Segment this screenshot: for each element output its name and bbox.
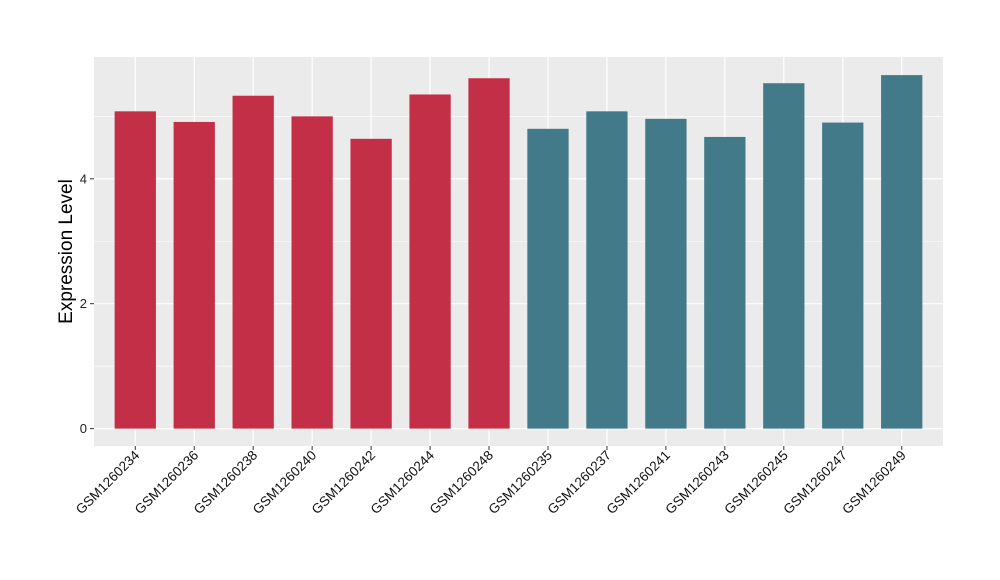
bar-gsm1260240 xyxy=(291,116,333,429)
bar-gsm1260248 xyxy=(468,78,510,429)
bar-gsm1260249 xyxy=(881,75,923,429)
y-axis-title: Expression Level xyxy=(56,179,77,324)
y-tick-label: 2 xyxy=(80,296,87,311)
y-tick-label: 4 xyxy=(80,171,87,186)
y-tick-label: 0 xyxy=(80,421,87,436)
bar-gsm1260242 xyxy=(350,138,392,429)
plot-panel xyxy=(94,57,943,446)
bar-gsm1260235 xyxy=(527,128,569,429)
bar-gsm1260241 xyxy=(645,118,687,429)
bar-gsm1260237 xyxy=(586,111,628,429)
bar-gsm1260247 xyxy=(822,122,864,429)
bar-gsm1260234 xyxy=(114,111,156,429)
x-tick-label: GSM1260249 xyxy=(839,448,909,518)
bar-gsm1260243 xyxy=(704,136,746,429)
bar-gsm1260238 xyxy=(232,95,274,429)
bar-gsm1260245 xyxy=(763,83,805,429)
bar-gsm1260244 xyxy=(409,94,451,429)
bars xyxy=(114,75,923,429)
bar-gsm1260236 xyxy=(173,121,215,429)
